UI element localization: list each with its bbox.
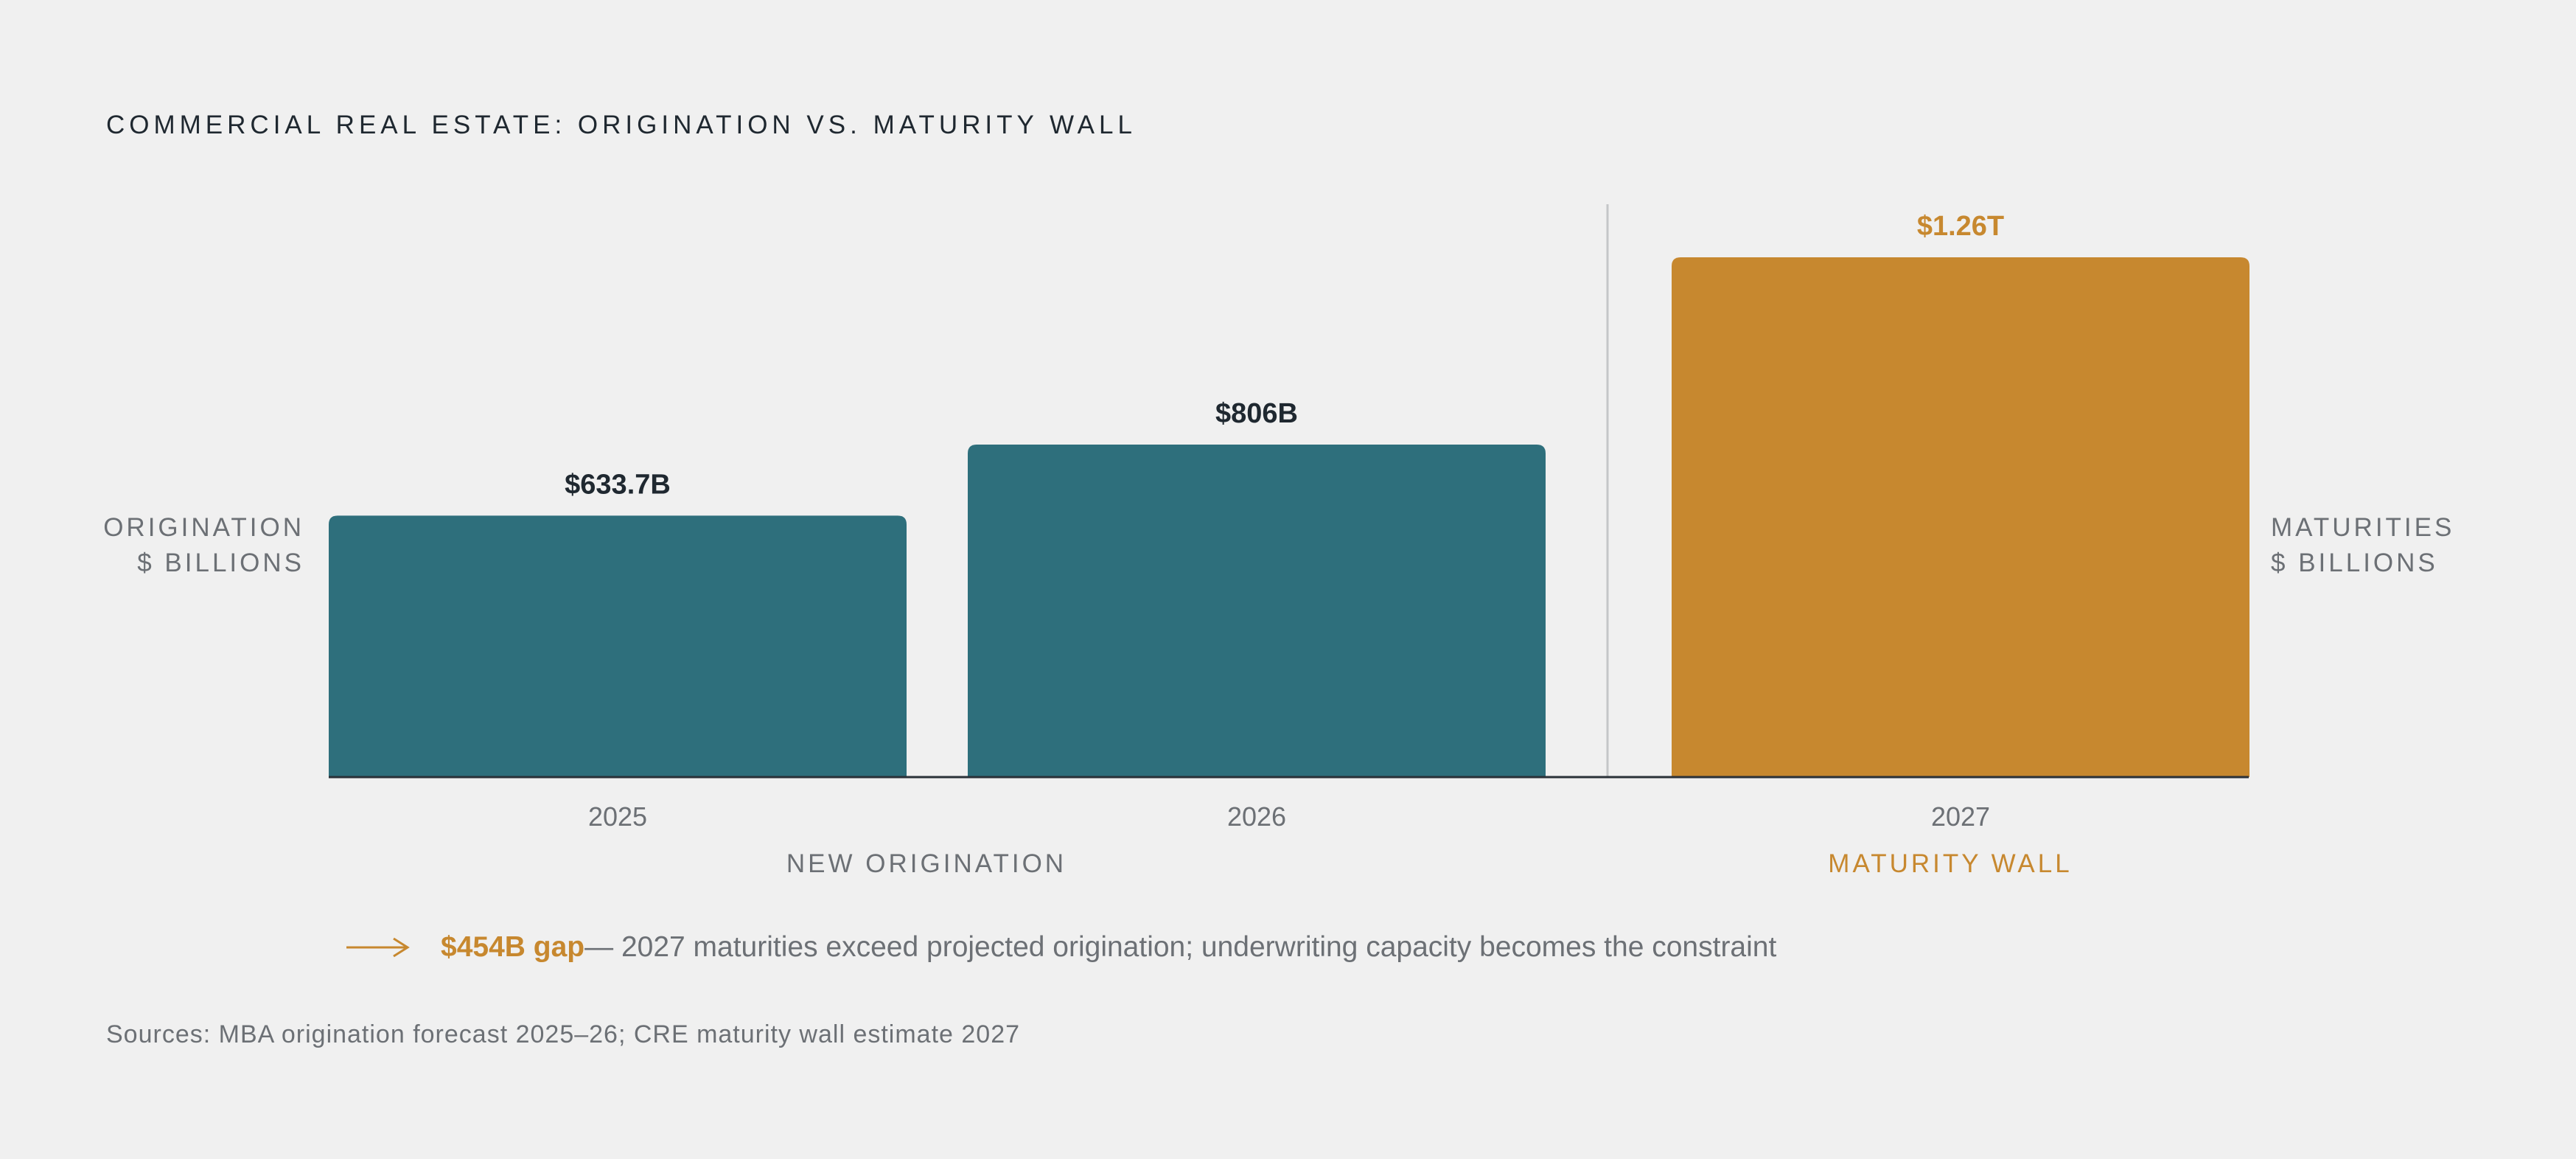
bar-2025	[329, 515, 907, 777]
gap-highlight: $454B gap	[441, 931, 585, 963]
right-axis-label-line-1: MATURITIES	[2271, 513, 2454, 542]
value-label-2027: $1.26T	[1917, 211, 2004, 242]
chart-title: COMMERCIAL REAL ESTATE: ORIGINATION VS. …	[106, 111, 1137, 139]
right-axis-label-line-2: $ BILLIONS	[2271, 549, 2438, 577]
value-label-2025: $633.7B	[565, 469, 671, 500]
sources-note: Sources: MBA origination forecast 2025–2…	[106, 1020, 1021, 1048]
bars-layer: $633.7B 2025 $806B 2026 $1.26T 2027	[329, 211, 2249, 832]
group-label-maturity-wall: MATURITY WALL	[1828, 849, 2072, 878]
arrow-right-icon	[346, 937, 410, 958]
bar-2026	[968, 445, 1546, 777]
bar-2027	[1672, 257, 2249, 777]
tick-label-2026: 2026	[1227, 801, 1286, 832]
left-axis-label-line-1: ORIGINATION	[103, 513, 304, 542]
tick-label-2027: 2027	[1931, 801, 1990, 832]
value-label-2026: $806B	[1215, 398, 1298, 429]
group-label-new-origination: NEW ORIGINATION	[786, 849, 1067, 878]
left-axis-label-line-2: $ BILLIONS	[137, 549, 304, 577]
gap-description: — 2027 maturities exceed projected origi…	[584, 931, 1777, 963]
gap-callout: $454B gap — 2027 maturities exceed proje…	[346, 927, 1776, 967]
tick-label-2025: 2025	[588, 801, 647, 832]
